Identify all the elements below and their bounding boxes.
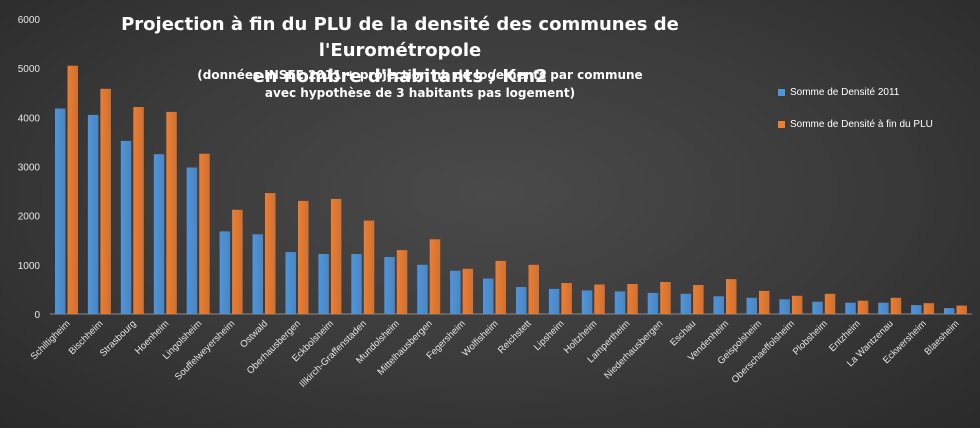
x-tick-label: Reichstett <box>496 318 534 356</box>
chart-title: Projection à fin du PLU de la densité de… <box>40 12 760 90</box>
x-tick-label: Strasbourg <box>98 318 139 359</box>
x-tick-label: Schiltigheim <box>29 318 73 362</box>
bar-densite-2011 <box>318 254 329 314</box>
bar-densite-2011 <box>384 257 395 314</box>
bar-densite-plu <box>890 297 902 314</box>
bar-densite-plu <box>824 293 836 314</box>
bar-densite-2011 <box>483 278 494 314</box>
bar-densite-plu <box>528 264 539 314</box>
x-tick-label: Plobsheim <box>791 318 830 357</box>
chart-subtitle-line-1: (données INSEE 2011 + projection nb de l… <box>197 68 643 82</box>
bar-densite-2011 <box>944 308 955 314</box>
bar-densite-2011 <box>450 270 461 314</box>
bar-densite-2011 <box>87 114 99 315</box>
x-tick-label: Eschau <box>668 318 698 348</box>
legend-label-plu: Somme de Densité à fin du PLU <box>790 118 933 130</box>
y-tick-label: 2000 <box>18 212 41 223</box>
bar-densite-plu <box>330 198 342 314</box>
bar-densite-2011 <box>252 234 263 314</box>
chart-title-line-1: Projection à fin du PLU de la densité de… <box>121 14 679 61</box>
bar-densite-plu <box>561 283 572 314</box>
x-tick-label: Oberschaeffolsheim <box>730 318 797 385</box>
bar-densite-2011 <box>186 167 198 314</box>
bar-densite-2011 <box>779 299 790 315</box>
bar-densite-plu <box>759 290 770 314</box>
bar-densite-2011 <box>845 302 856 314</box>
y-tick-label: 6000 <box>18 15 41 26</box>
legend-item-plu: Somme de Densité à fin du PLU <box>778 116 933 132</box>
bar-densite-plu <box>166 111 177 315</box>
bar-densite-2011 <box>55 108 66 314</box>
bar-densite-2011 <box>120 140 132 314</box>
bar-densite-plu <box>627 284 638 314</box>
bar-densite-plu <box>660 282 671 314</box>
bar-densite-plu <box>594 284 605 314</box>
bar-densite-plu <box>429 239 441 314</box>
bar-densite-2011 <box>614 291 626 314</box>
chart-title-line-2: en nombre d'habitants / Km2 <box>252 66 548 87</box>
bar-densite-2011 <box>417 264 428 314</box>
x-tick-label: Blaesheim <box>923 318 962 357</box>
legend-swatch-plu <box>778 120 785 128</box>
bar-densite-plu <box>232 209 243 314</box>
chart-subtitle: (données INSEE 2011 + projection nb de l… <box>160 66 680 102</box>
y-tick-label: 1000 <box>18 261 41 272</box>
bar-densite-plu <box>363 220 375 314</box>
bar-densite-2011 <box>516 287 527 314</box>
y-tick-label: 4000 <box>18 113 41 124</box>
bar-densite-plu <box>199 153 210 314</box>
x-tick-label: Niederhausbergen <box>602 318 665 381</box>
bar-densite-plu <box>298 200 309 314</box>
legend-swatch-2011 <box>778 88 785 96</box>
bar-densite-2011 <box>153 154 165 314</box>
bar-densite-2011 <box>285 252 296 314</box>
chart-subtitle-line-2: avec hypothèse de 3 habitants pas logeme… <box>264 86 576 100</box>
legend: Somme de Densité 2011 Somme de Densité à… <box>778 84 933 132</box>
x-tick-label: Ostwald <box>238 318 270 350</box>
bar-densite-plu <box>923 303 935 314</box>
bar-densite-2011 <box>746 297 757 314</box>
y-tick-label: 0 <box>34 310 40 321</box>
bar-densite-plu <box>100 88 111 314</box>
bar-densite-2011 <box>911 305 922 314</box>
legend-label-2011: Somme de Densité 2011 <box>790 86 900 98</box>
legend-item-2011: Somme de Densité 2011 <box>778 84 933 100</box>
bar-densite-plu <box>857 300 869 314</box>
y-tick-label: 5000 <box>18 64 41 75</box>
bar-densite-2011 <box>219 231 231 314</box>
bar-densite-plu <box>495 260 506 314</box>
bar-densite-2011 <box>548 288 560 314</box>
bar-densite-plu <box>462 268 474 314</box>
x-tick-label: Wolfisheim <box>460 318 501 359</box>
bar-densite-plu <box>791 295 803 314</box>
bar-densite-plu <box>726 279 737 314</box>
x-axis-labels: SchiltigheimBischheimStrasbourgHoenheimL… <box>29 318 962 390</box>
bar-densite-plu <box>265 193 276 314</box>
bar-densite-2011 <box>713 296 724 314</box>
bar-densite-plu <box>133 107 144 314</box>
bar-densite-2011 <box>581 290 593 314</box>
bar-densite-plu <box>956 305 967 314</box>
bar-densite-2011 <box>647 292 659 314</box>
y-tick-label: 3000 <box>18 163 41 174</box>
bar-densite-2011 <box>680 293 692 314</box>
bar-densite-plu <box>693 285 704 314</box>
x-tick-label: Souffelweyersheim <box>173 318 237 382</box>
bar-densite-2011 <box>878 302 889 314</box>
bar-densite-plu <box>67 65 78 314</box>
bar-densite-plu <box>396 250 408 314</box>
bar-densite-2011 <box>812 301 823 314</box>
bar-densite-2011 <box>351 254 362 314</box>
bars <box>55 65 967 315</box>
